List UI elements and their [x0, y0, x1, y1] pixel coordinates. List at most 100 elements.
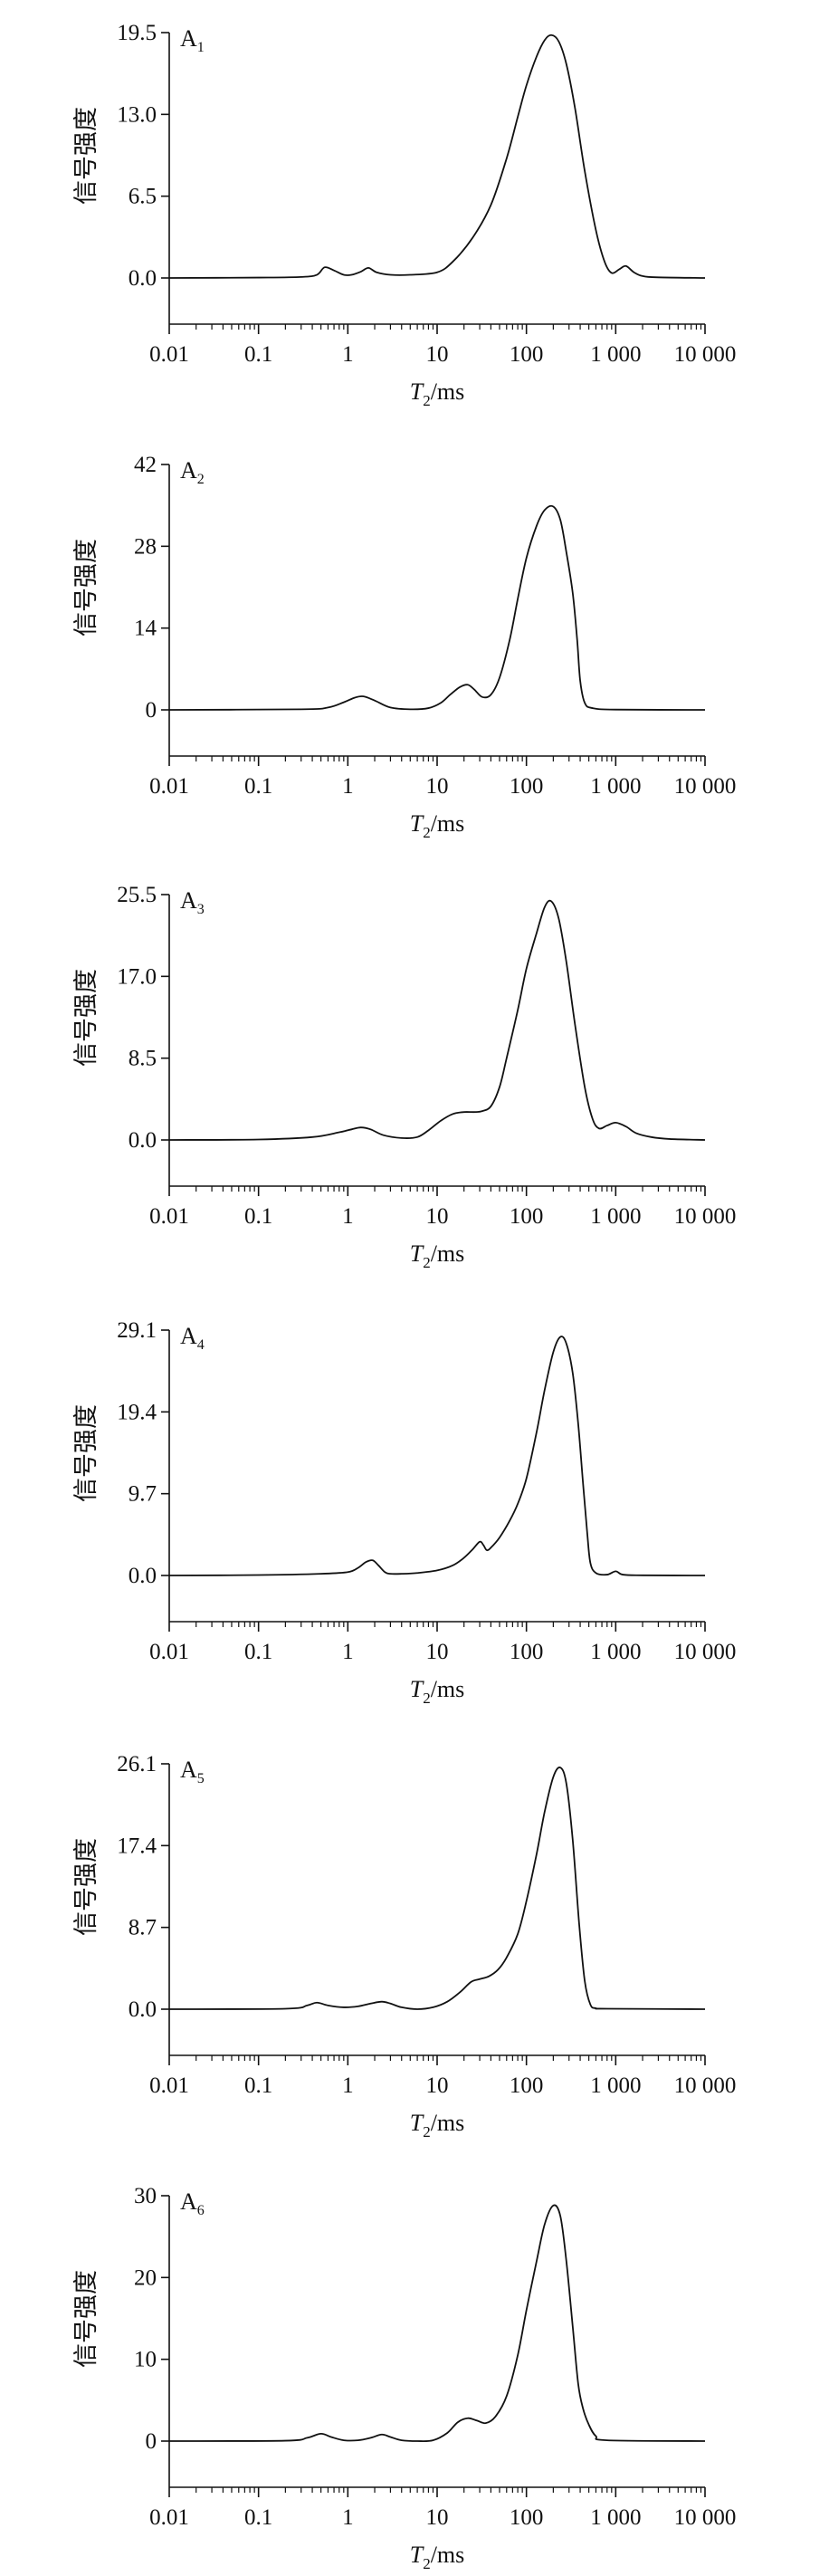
x-axis-title-unit: /ms — [431, 1676, 465, 1702]
x-tick-label: 0.1 — [244, 774, 272, 799]
x-axis-title: T2/ms — [410, 2110, 465, 2140]
y-tick-label: 0.0 — [129, 1997, 157, 2022]
x-tick-label: 100 — [510, 1640, 544, 1664]
y-tick-label: 19.5 — [117, 21, 157, 45]
y-tick-label: 6.5 — [129, 185, 157, 209]
y-tick-label: 30 — [134, 2184, 157, 2208]
x-tick-label: 1 000 — [590, 2073, 641, 2098]
y-axis-title: 信号强度 — [72, 539, 100, 637]
panel-label: A3 — [180, 887, 205, 917]
x-tick-label: 0.01 — [149, 774, 189, 799]
x-axis-title-unit: /ms — [431, 2110, 465, 2136]
panel-label-letter: A — [180, 25, 197, 52]
x-tick-label: 1 000 — [590, 1204, 641, 1229]
y-tick-label: 0 — [146, 2429, 157, 2454]
panel-label-letter: A — [180, 457, 197, 484]
x-tick-label: 0.01 — [149, 342, 189, 367]
data-curve — [168, 2204, 706, 2443]
panel-label-letter: A — [180, 2188, 197, 2215]
y-tick-label: 17.4 — [117, 1834, 157, 1858]
x-axis-title-unit: /ms — [431, 1240, 465, 1267]
panel-label-subscript: 3 — [197, 902, 205, 917]
x-tick-label: 10 000 — [674, 342, 737, 367]
x-tick-label: 10 000 — [674, 1640, 737, 1664]
x-tick-label: 1 — [342, 2505, 354, 2530]
y-tick-label: 8.5 — [129, 1047, 157, 1071]
x-tick-label: 0.01 — [149, 1640, 189, 1664]
x-tick-label: 0.01 — [149, 2073, 189, 2098]
y-tick-label: 19.4 — [117, 1400, 157, 1424]
x-tick-label: 1 000 — [590, 774, 641, 799]
x-axis-title: T2/ms — [410, 1676, 465, 1707]
panel-label: A4 — [180, 1323, 205, 1353]
x-tick-label: 1 000 — [590, 2505, 641, 2530]
x-tick-label: 1 — [342, 1204, 354, 1229]
x-axis-title: T2/ms — [410, 2542, 465, 2572]
x-tick-label: 1 — [342, 2073, 354, 2098]
x-tick-label: 1 000 — [590, 1640, 641, 1664]
y-axis-title: 信号强度 — [72, 1838, 100, 1936]
y-axis-title: 信号强度 — [72, 107, 100, 205]
x-axis-title-symbol: T — [410, 1676, 424, 1702]
panel-label: A6 — [180, 2188, 205, 2218]
x-tick-label: 1 000 — [590, 342, 641, 367]
y-tick-label: 13.0 — [117, 102, 157, 127]
x-axis-title-subscript: 2 — [423, 392, 431, 409]
x-axis-title-subscript: 2 — [423, 2555, 431, 2572]
x-axis-title-subscript: 2 — [423, 824, 431, 841]
data-curve — [168, 34, 706, 279]
x-tick-label: 100 — [510, 774, 544, 799]
x-tick-label: 100 — [510, 2073, 544, 2098]
x-axis-title: T2/ms — [410, 810, 465, 841]
y-tick-label: 14 — [134, 617, 157, 641]
y-axis-title: 信号强度 — [72, 969, 100, 1067]
x-tick-label: 0.1 — [244, 1204, 272, 1229]
x-tick-label: 10 000 — [674, 774, 737, 799]
x-tick-label: 0.1 — [244, 342, 272, 367]
panel-label-subscript: 5 — [197, 1771, 205, 1786]
x-tick-label: 100 — [510, 1204, 544, 1229]
y-tick-label: 28 — [134, 534, 157, 559]
y-tick-label: 29.1 — [117, 1318, 157, 1343]
data-curve — [168, 1336, 706, 1576]
chart-panel-1: 0.0 6.5 13.0 19.5 0.01 0.1 1 10 100 1 000 10 000 T2… — [72, 21, 736, 409]
x-axis-title-symbol: T — [410, 2542, 424, 2568]
x-tick-label: 0.01 — [149, 1204, 189, 1229]
x-axis-title-subscript: 2 — [423, 1254, 431, 1271]
x-axis-title-symbol: T — [410, 2110, 424, 2136]
x-axis-title-subscript: 2 — [423, 1690, 431, 1707]
y-tick-label: 8.7 — [129, 1916, 157, 1940]
x-axis-title-subscript: 2 — [423, 2123, 431, 2140]
x-tick-label: 10 — [426, 1640, 449, 1664]
x-axis-title-unit: /ms — [431, 378, 465, 405]
x-tick-label: 100 — [510, 2505, 544, 2530]
y-tick-label: 25.5 — [117, 883, 157, 907]
panel-label-subscript: 1 — [197, 40, 205, 55]
panel-label-subscript: 6 — [197, 2203, 205, 2218]
x-axis-title-symbol: T — [410, 378, 424, 405]
y-tick-label: 9.7 — [129, 1482, 157, 1507]
data-curve — [168, 1767, 706, 2010]
y-tick-label: 10 — [134, 2348, 157, 2372]
y-tick-label: 26.1 — [117, 1752, 157, 1776]
y-tick-label: 17.0 — [117, 964, 157, 989]
chart-panel-5: 0.0 8.7 17.4 26.1 0.01 0.1 1 10 100 1 000 10 000 T2… — [72, 1752, 736, 2140]
panel-label-letter: A — [180, 1757, 197, 1783]
y-tick-label: 0.0 — [129, 266, 157, 291]
y-tick-label: 0.0 — [129, 1564, 157, 1588]
x-tick-label: 1 — [342, 774, 354, 799]
x-tick-label: 100 — [510, 342, 544, 367]
x-tick-label: 10 — [426, 2505, 449, 2530]
panel-label-subscript: 4 — [197, 1337, 205, 1353]
panel-label-subscript: 2 — [197, 472, 205, 487]
x-tick-label: 10 000 — [674, 1204, 737, 1229]
x-tick-label: 10 — [426, 342, 449, 367]
x-axis-title: T2/ms — [410, 378, 465, 409]
x-tick-label: 10 000 — [674, 2073, 737, 2098]
x-tick-label: 0.1 — [244, 2505, 272, 2530]
panel-label-letter: A — [180, 1323, 197, 1349]
chart-panel-6: 0 10 20 30 0.01 0.1 1 10 100 1 000 10 000 T2/ms 信号强度… — [72, 2184, 736, 2572]
panel-label-letter: A — [180, 887, 197, 914]
